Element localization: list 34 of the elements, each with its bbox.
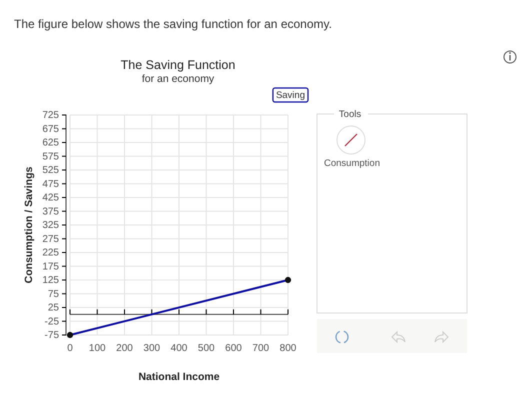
y-tick-label: -75 — [44, 330, 60, 342]
y-tick-label: 525 — [42, 165, 60, 176]
x-tick-label: 800 — [280, 343, 297, 354]
y-tick-label: 225 — [42, 248, 60, 259]
y-tick-label: 175 — [42, 261, 60, 272]
y-tick-label: 575 — [42, 151, 60, 162]
y-tick-label: 475 — [42, 178, 60, 190]
y-tick-label: 25 — [48, 302, 60, 314]
y-tick-label: 725 — [42, 110, 60, 122]
y-tick-label: -25 — [44, 316, 60, 328]
x-tick-label: 400 — [170, 343, 188, 354]
y-tick-label: 275 — [42, 234, 60, 245]
chart-subtitle: for an economy — [142, 73, 215, 85]
x-tick-label: 300 — [143, 343, 161, 354]
x-tick-label: 200 — [116, 343, 134, 354]
y-tick-label: 375 — [42, 206, 60, 218]
y-tick-label: 75 — [48, 288, 60, 300]
x-tick-label: 0 — [67, 343, 74, 354]
y-tick-label: 625 — [42, 138, 60, 149]
y-axis-title: Consumption / Savings — [23, 166, 35, 284]
chart-title: The Saving Function — [120, 58, 236, 72]
x-tick-label: 500 — [198, 343, 216, 354]
y-tick-label: 125 — [42, 275, 60, 286]
text: Consumption — [324, 158, 380, 169]
y-tick-label: 675 — [42, 124, 60, 135]
text: Saving — [276, 90, 305, 101]
x-tick-label: 100 — [88, 343, 106, 354]
y-tick-label: 325 — [42, 220, 60, 232]
x-axis-title: National Income — [138, 371, 220, 383]
y-tick-label: 425 — [42, 192, 60, 204]
text: Tools — [338, 109, 362, 120]
text: The figure below shows the saving function for an economy. — [14, 17, 332, 31]
x-tick-label: 700 — [252, 343, 270, 354]
x-tick-label: 600 — [225, 343, 242, 354]
